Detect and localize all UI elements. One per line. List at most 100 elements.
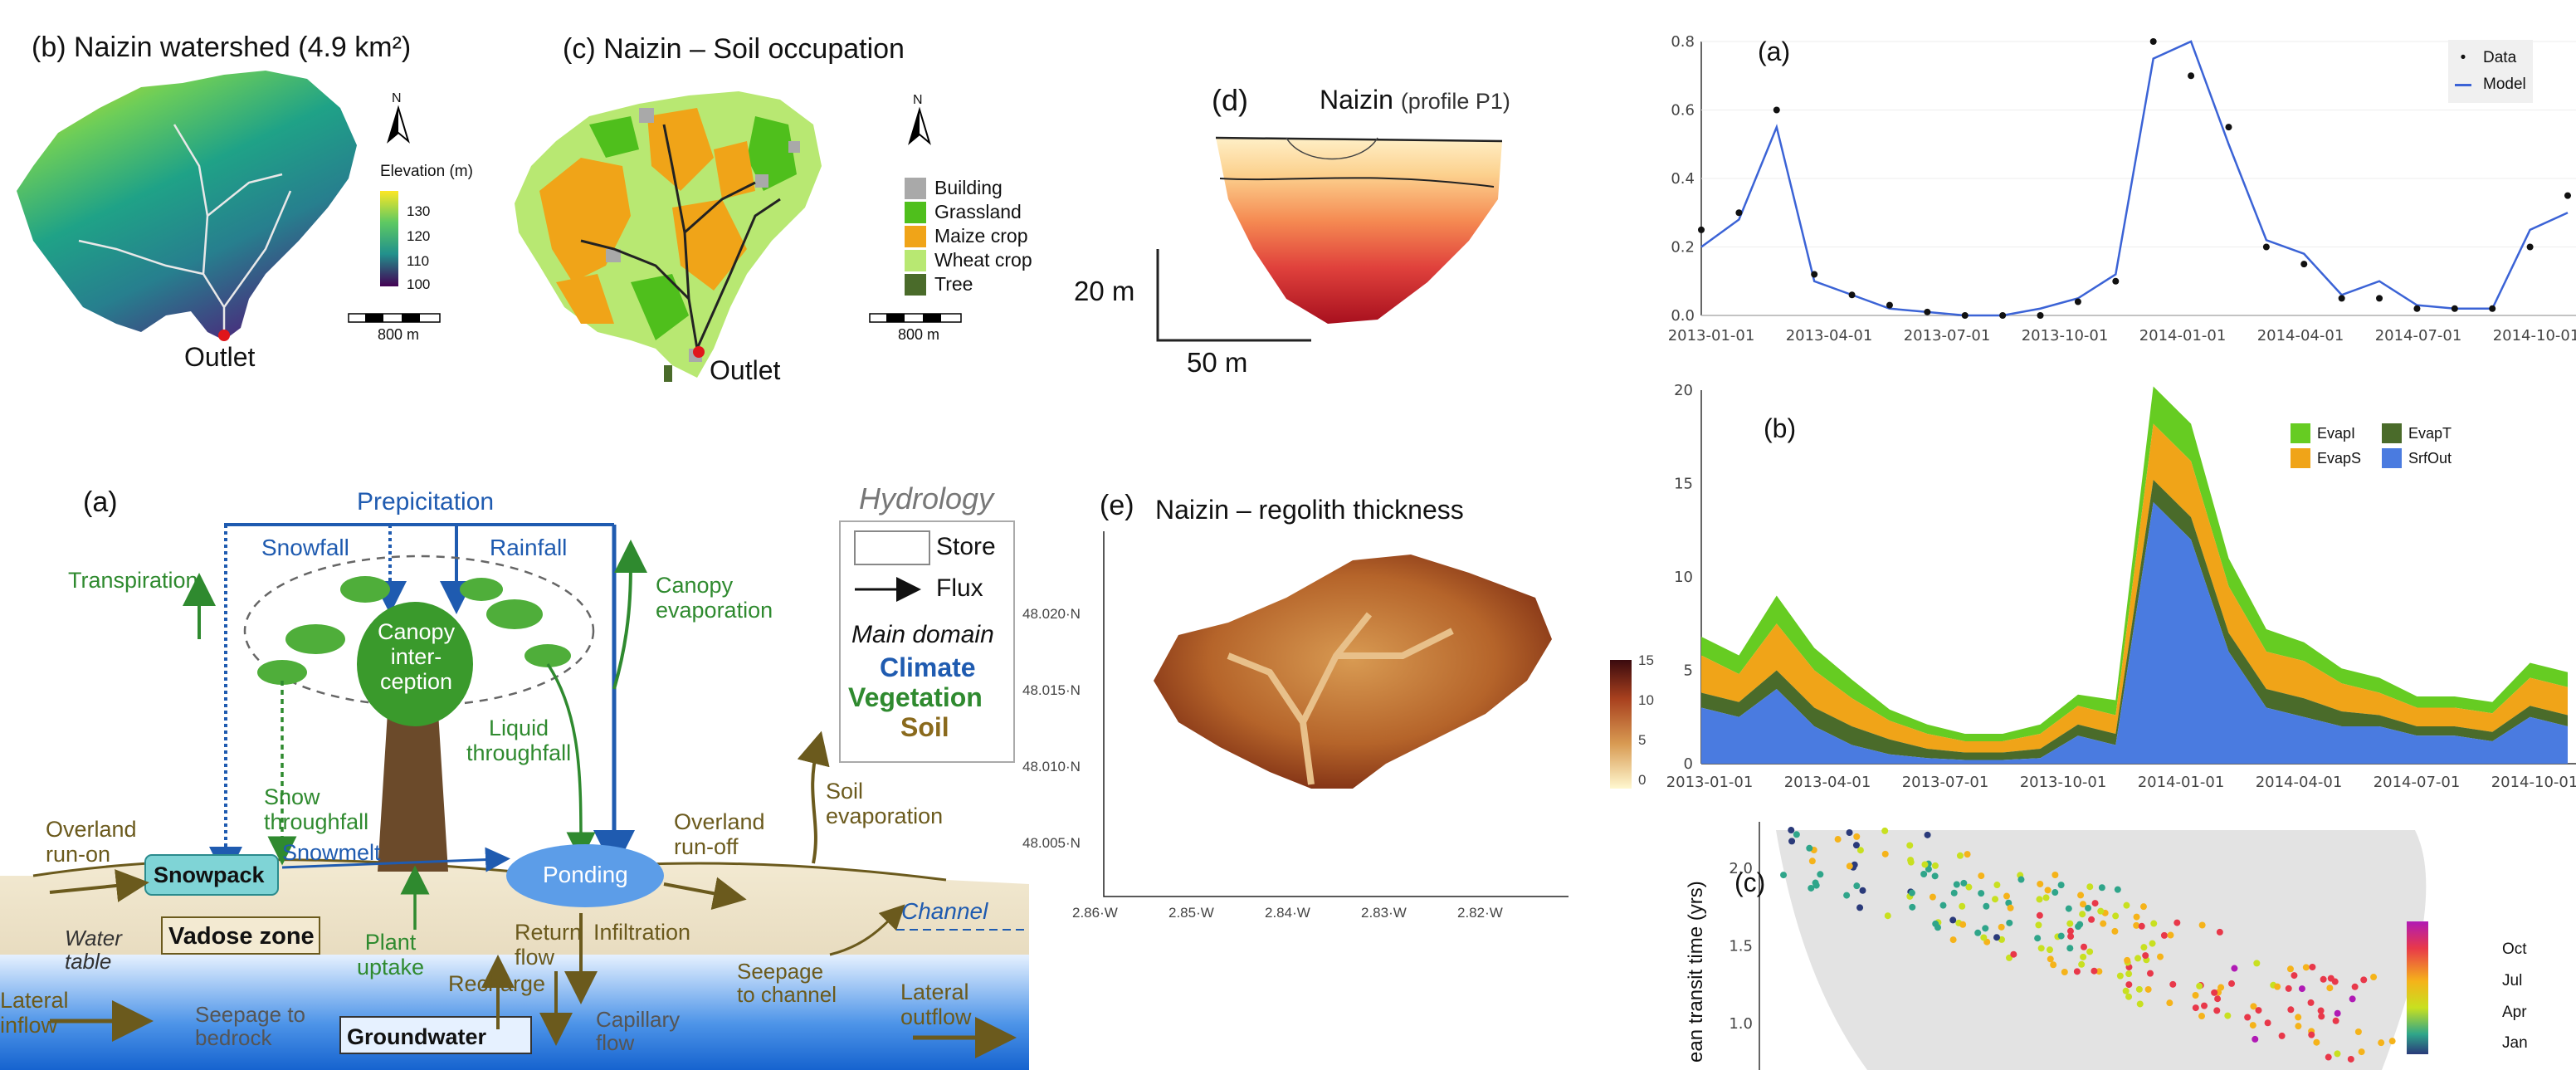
scatter-point [2134,955,2142,962]
y-tick-label: 1.0 [1729,1015,1753,1033]
month-colorbar [2407,921,2428,1054]
scatter-point [1788,838,1796,845]
stream-network [78,124,292,336]
e-cbar-15: 15 [1638,652,1654,668]
data-point [2413,305,2421,312]
scatter-point [2253,960,2261,967]
data-point [2300,261,2308,268]
scatter-point [1852,842,1860,849]
scatter-point [2192,992,2199,999]
c-cbar-jan: Jan [2502,1034,2528,1052]
scatter-point [2347,1055,2354,1063]
e-ytick-3: 48.005·N [1022,835,1081,851]
right-panel-a: 0.8 0.6 0.4 0.2 0.0 2013-01-01 2013-04-01 2013-… [1651,17,2576,365]
data-point [1999,312,2007,319]
scatter-point [2036,896,2043,903]
scatter-point [1929,893,1936,901]
legend-label: Wheat crop [934,249,1032,271]
north-arrow-icon [387,105,410,144]
legend-climate: Climate [880,652,976,682]
scatter-point [2150,920,2158,927]
data-point [2188,72,2195,80]
label-rainfall: Rainfall [490,535,568,560]
scatter-point [2042,894,2050,901]
scatter-point [2278,1032,2286,1039]
scatter-point [2078,960,2086,968]
data-point [2225,124,2232,131]
data-point [1773,106,1780,114]
scatter-point [1920,870,1928,877]
scatter-point [1934,924,1941,931]
label-plant-uptake: Plant uptake [357,930,425,980]
data-point [2262,243,2270,251]
scatter-point [2017,876,2025,883]
x-tick-label: 2014-10-01 [2491,774,2576,791]
legend-soil: Soil [900,712,949,742]
scatter-point [2035,921,2042,929]
label-overland-runon: Overland run-on [46,817,137,867]
regolith-map [1103,531,1632,897]
data-point [2376,295,2383,302]
scatter-point [1846,829,1853,837]
scatter-point [1881,827,1889,834]
store-ponding [506,844,664,907]
scatter-point [1856,847,1864,854]
e-xtick-4: 2.82·W [1457,905,1503,921]
right-panel-c: 2.0 1.5 1.0 (c) ean transit time (yrs) Oct… [1651,813,2576,1070]
north-arrow-icon [908,106,931,145]
legend-vegetation: Vegetation [848,682,983,712]
confidence-envelope [1776,830,2427,1070]
scatter-point [1959,921,1967,928]
hydrology-legend-title: Hydrology [859,481,994,515]
scatter-point [2007,904,2014,911]
scatter-point [2088,916,2095,923]
scatter-point [2211,989,2218,996]
scatter-point [2136,1000,2144,1008]
legend-evapi: EvapI [2291,423,2382,443]
scatter-point [1881,850,1889,857]
scatter-point [1983,902,1990,910]
x-tick-label: 2014-04-01 [2256,774,2343,791]
scatter-point [2122,987,2130,994]
data-point [1698,226,1705,233]
x-tick-label: 2014-10-01 [2493,327,2576,344]
panel-d-profile: (d) Naizin (profile P1) 20 m 50 m [1062,0,1585,390]
data-point [1886,301,1893,309]
c-cbar-jul: Jul [2502,972,2523,989]
legend-label: Tree [934,273,973,295]
scatter-point [2079,901,2086,908]
label-snowpack: Snowpack [154,862,265,887]
scatter-point [2077,892,2085,899]
scatter-point [1978,890,1985,897]
scatter-point [2307,999,2315,1006]
scatter-point [2138,922,2145,930]
elev-tick-100: 100 [407,276,431,292]
x-tick-label: 2014-07-01 [2374,774,2461,791]
x-tick-label: 2014-04-01 [2257,327,2344,344]
y-tick-label: 0.6 [1671,102,1695,120]
scatter-point [2076,921,2084,928]
legend-evaps: EvapS [2291,448,2382,468]
data-point [2451,305,2458,312]
elev-tick-130: 130 [407,203,431,219]
y-tick-label: 0.4 [1671,170,1695,188]
scatter-point [2116,972,2124,980]
data-point [2149,38,2157,45]
series-model-line [1700,40,2569,317]
scatter-point [2224,1012,2232,1019]
scatter-point [2317,1007,2325,1014]
soil-legend-grassland: Grassland [905,200,1032,224]
e-ytick-1: 48.015·N [1022,682,1081,698]
scatter-point [2005,899,2013,906]
scatter-point [1939,901,1947,909]
scatter-point [1949,916,1957,924]
label-vadose-zone: Vadose zone [168,923,315,950]
panel-a-hydrology: (a) [0,465,1029,1070]
y-tick-label: 0.0 [1671,307,1695,325]
scatter-point [2174,919,2181,926]
scatter-point [1806,844,1813,852]
scatter-point [2201,1002,2208,1009]
scatter-point [2125,981,2133,989]
scatter-point [1925,866,1932,873]
